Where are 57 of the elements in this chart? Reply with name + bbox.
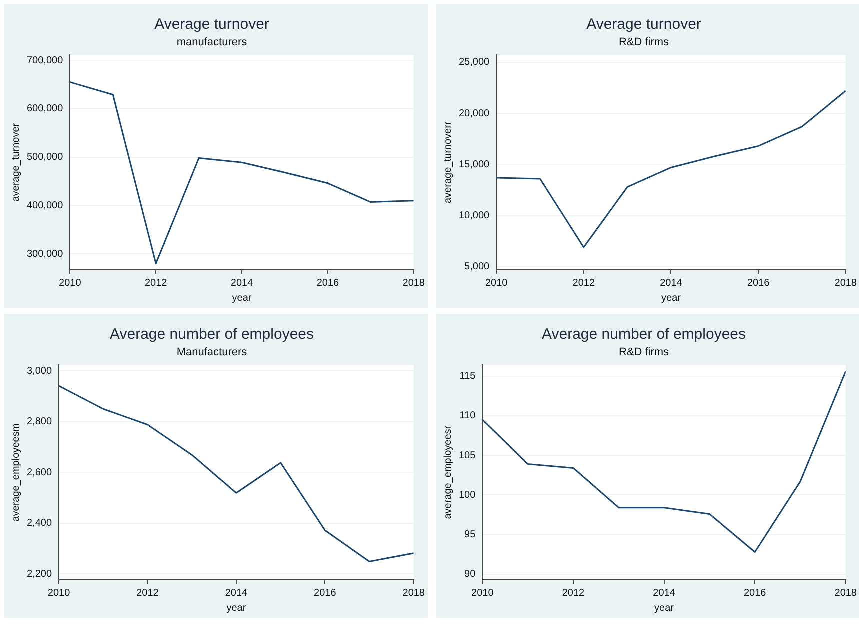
y-tick-label: 2,200 <box>26 568 52 580</box>
y-tick-label: 100 <box>458 490 476 501</box>
y-tick-label: 115 <box>460 371 476 382</box>
x-tick-label: 2014 <box>660 278 683 289</box>
x-tick-label: 2014 <box>230 278 254 289</box>
y-tick-label: 2,800 <box>26 416 52 428</box>
chart-subtitle: Manufacturers <box>176 346 248 359</box>
x-tick-label: 2010 <box>472 588 494 599</box>
y-tick-label: 3,000 <box>26 366 52 377</box>
y-axis-title: average_employeesr <box>442 425 454 520</box>
chart-subtitle: R&D firms <box>618 36 670 49</box>
y-tick-label: 300,000 <box>26 248 64 260</box>
y-tick-label: 700,000 <box>26 55 64 66</box>
chart-title: Average turnover <box>154 16 270 34</box>
y-tick-label: 500,000 <box>26 152 64 164</box>
x-axis-title: year <box>662 292 682 304</box>
y-axis-title: average_turnover <box>10 122 22 202</box>
x-tick-label: 2018 <box>402 588 426 599</box>
x-tick-label: 2014 <box>653 588 676 599</box>
x-axis-title: year <box>654 602 675 614</box>
y-tick-label: 25,000 <box>458 57 490 68</box>
x-tick-label: 2010 <box>485 278 508 289</box>
x-tick-label: 2012 <box>144 278 168 289</box>
x-tick-label: 2018 <box>402 278 426 289</box>
y-tick-label: 10,000 <box>458 210 490 222</box>
x-tick-label: 2016 <box>747 278 770 289</box>
x-tick-label: 2018 <box>834 278 858 289</box>
chart-title: Average number of employees <box>110 326 314 344</box>
y-tick-label: 20,000 <box>458 108 490 120</box>
y-tick-label: 110 <box>460 410 476 422</box>
x-tick-label: 2010 <box>48 588 71 599</box>
x-tick-label: 2016 <box>744 588 767 599</box>
x-tick-label: 2014 <box>225 588 248 599</box>
y-tick-label: 90 <box>464 569 476 580</box>
y-tick-label: 5,000 <box>464 262 490 273</box>
x-tick-label: 2012 <box>572 278 596 289</box>
x-tick-label: 2012 <box>562 588 586 599</box>
y-tick-label: 95 <box>464 530 476 541</box>
y-tick-label: 600,000 <box>26 104 64 115</box>
x-tick-label: 2018 <box>834 588 858 599</box>
x-tick-label: 2016 <box>314 588 337 599</box>
y-tick-label: 105 <box>458 450 476 462</box>
x-tick-label: 2016 <box>316 278 340 289</box>
x-axis-title: year <box>232 292 252 304</box>
y-tick-label: 2,600 <box>26 467 52 478</box>
y-tick-label: 400,000 <box>26 200 64 212</box>
x-tick-label: 2010 <box>59 278 82 289</box>
x-tick-label: 2012 <box>136 588 160 599</box>
y-axis-title: average_employeesm <box>10 423 22 522</box>
chart-title: Average number of employees <box>542 326 746 344</box>
y-tick-label: 15,000 <box>458 159 490 170</box>
x-axis-title: year <box>226 602 247 614</box>
chart-subtitle: R&D firms <box>618 346 670 359</box>
chart-subtitle: manufacturers <box>176 36 248 49</box>
y-axis-title: average_turnoverr <box>442 121 454 204</box>
chart-title: Average turnover <box>586 16 702 34</box>
y-tick-label: 2,400 <box>26 518 52 530</box>
